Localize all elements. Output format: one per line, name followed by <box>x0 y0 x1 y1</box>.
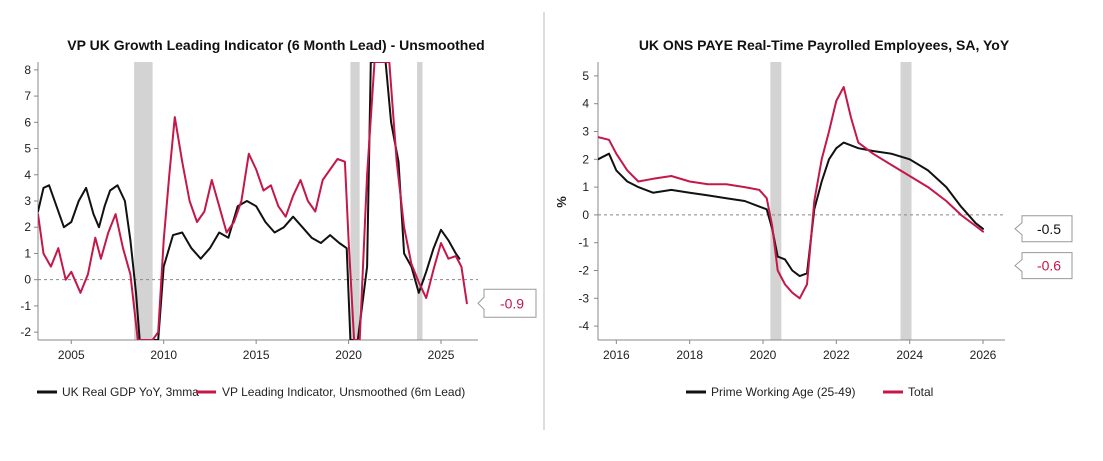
x-tick-label: 2020 <box>750 348 777 362</box>
y-tick-label: -4 <box>578 319 589 333</box>
callout-label: -0.9 <box>500 295 524 311</box>
recession-shade <box>134 62 153 340</box>
legend-label: Prime Working Age (25-49) <box>711 385 856 399</box>
y-tick-label: -2 <box>578 264 589 278</box>
series-group <box>38 62 468 340</box>
series-line-1 <box>38 62 468 340</box>
series-line-0 <box>38 62 461 340</box>
legend-label: UK Real GDP YoY, 3mma <box>62 385 199 399</box>
callout-box <box>477 288 537 318</box>
y-tick-label: -2 <box>20 325 31 339</box>
y-tick-label: 4 <box>24 168 31 182</box>
y-tick-label: 0 <box>24 273 31 287</box>
recession-shade <box>350 62 360 340</box>
x-tick-label: 2026 <box>970 348 997 362</box>
series-group <box>598 86 984 300</box>
y-tick-label: 8 <box>24 63 31 77</box>
callout-label: -0.5 <box>1037 221 1061 237</box>
x-tick-label: 2025 <box>428 348 455 362</box>
chart-title: VP UK Growth Leading Indicator (6 Month … <box>67 37 484 53</box>
y-tick-label: 3 <box>24 194 31 208</box>
y-tick-label: 1 <box>24 246 31 260</box>
legend-label: Total <box>908 385 933 399</box>
x-tick-label: 2018 <box>676 348 703 362</box>
y-axis-label: % <box>554 196 569 208</box>
recession-shade <box>770 62 782 340</box>
recession-shade <box>900 62 912 340</box>
y-tick-label: 2 <box>24 220 31 234</box>
legend-label: VP Leading Indicator, Unsmoothed (6m Lea… <box>222 385 465 399</box>
y-tick-label: 7 <box>24 89 31 103</box>
x-tick-label: 2020 <box>335 348 362 362</box>
x-tick-label: 2010 <box>150 348 177 362</box>
y-tick-label: 4 <box>582 97 589 111</box>
right-chart-panel: UK ONS PAYE Real-Time Payrolled Employee… <box>554 37 1073 399</box>
y-tick-label: 1 <box>582 180 589 194</box>
callout-box <box>1014 215 1073 243</box>
y-tick-label: 5 <box>582 69 589 83</box>
y-tick-label: -1 <box>20 299 31 313</box>
y-tick-label: 5 <box>24 142 31 156</box>
x-tick-label: 2015 <box>243 348 270 362</box>
y-tick-label: -1 <box>578 236 589 250</box>
y-tick-label: 3 <box>582 125 589 139</box>
x-tick-label: 2024 <box>896 348 923 362</box>
series-line-1 <box>598 86 984 300</box>
recession-shade <box>416 62 423 340</box>
y-tick-label: 2 <box>582 152 589 166</box>
x-tick-label: 2022 <box>823 348 850 362</box>
chart-title: UK ONS PAYE Real-Time Payrolled Employee… <box>639 37 1010 53</box>
left-chart-panel: VP UK Growth Leading Indicator (6 Month … <box>20 37 537 399</box>
callout-box <box>1014 252 1073 280</box>
y-tick-label: 0 <box>582 208 589 222</box>
callout-label: -0.6 <box>1037 258 1061 274</box>
x-tick-label: 2005 <box>58 348 85 362</box>
x-tick-label: 2016 <box>603 348 630 362</box>
series-line-0 <box>598 141 984 278</box>
y-tick-label: 6 <box>24 115 31 129</box>
y-tick-label: -3 <box>578 291 589 305</box>
